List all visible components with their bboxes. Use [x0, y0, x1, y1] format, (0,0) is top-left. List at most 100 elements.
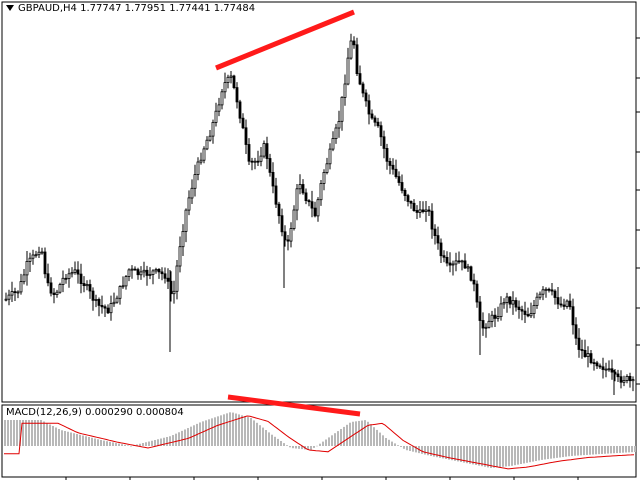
- macd-bar: [118, 443, 120, 446]
- candle-body: [46, 273, 50, 284]
- macd-bar: [427, 446, 429, 456]
- candle-body: [349, 40, 353, 59]
- candle-body: [175, 265, 179, 292]
- macd-bar: [184, 429, 186, 446]
- price-pane-frame: [1, 1, 637, 403]
- candle-body: [28, 257, 32, 262]
- macd-bar: [442, 446, 444, 459]
- candle-body: [358, 73, 362, 85]
- macd-bar: [538, 446, 540, 461]
- candle-body: [337, 121, 341, 129]
- candle-body: [580, 349, 584, 351]
- macd-bar: [382, 435, 384, 446]
- macd-bar: [319, 443, 321, 446]
- candle-body: [127, 269, 131, 277]
- candle-body: [544, 288, 548, 291]
- candle-body: [595, 362, 599, 367]
- candle-body: [394, 168, 398, 178]
- candle-body: [55, 291, 59, 296]
- macd-bar: [397, 445, 399, 446]
- candle-body: [532, 304, 536, 314]
- macd-bar: [286, 445, 288, 446]
- macd-bar: [400, 446, 402, 447]
- candle-body: [319, 183, 323, 201]
- candle-body: [379, 125, 383, 138]
- candle-body: [463, 260, 467, 269]
- candle-body: [85, 284, 89, 287]
- macd-bar: [469, 446, 471, 464]
- macd-bar: [22, 420, 24, 446]
- macd-bar: [238, 414, 240, 446]
- candle-body: [451, 263, 455, 266]
- candle-body: [184, 209, 188, 232]
- macd-bar: [139, 443, 141, 446]
- candle-body: [313, 207, 317, 217]
- candle-body: [343, 83, 347, 98]
- indicator-value-main: 0.000290: [85, 407, 133, 418]
- candle-body: [490, 314, 494, 322]
- macd-bar: [364, 420, 366, 446]
- candle-body: [235, 87, 239, 103]
- macd-bar: [370, 424, 372, 446]
- macd-bar: [112, 442, 114, 446]
- candle-body: [493, 314, 497, 319]
- candle-body: [256, 160, 260, 163]
- macd-bar: [595, 446, 597, 455]
- macd-bar: [67, 431, 69, 446]
- macd-bar: [547, 446, 549, 460]
- macd-bar: [292, 446, 294, 449]
- macd-bar: [232, 412, 234, 446]
- candle-body: [517, 306, 521, 311]
- candle-body: [616, 373, 620, 378]
- candle-body: [139, 271, 143, 276]
- macd-bar: [541, 446, 543, 460]
- macd-bar: [100, 440, 102, 446]
- candle-body: [565, 300, 569, 307]
- candle-body: [508, 296, 512, 305]
- indicator-header: MACD(12,26,9) 0.000290 0.000804: [6, 407, 184, 418]
- macd-bar: [517, 446, 519, 465]
- candle-body: [541, 289, 545, 295]
- macd-bar: [13, 420, 15, 446]
- candle-body: [280, 215, 284, 233]
- close-value: 1.77484: [213, 3, 256, 14]
- macd-bar: [628, 446, 630, 453]
- candle-body: [499, 303, 503, 317]
- candle-body: [559, 303, 563, 306]
- candle-body: [151, 270, 155, 275]
- candle-body: [502, 302, 506, 305]
- candle-body: [403, 189, 407, 196]
- macd-bar: [202, 421, 204, 446]
- macd-bar: [481, 446, 483, 467]
- candle-body: [481, 320, 485, 329]
- candle-body: [286, 239, 290, 242]
- candle-body: [622, 379, 626, 383]
- macd-bar: [244, 416, 246, 446]
- candle-body: [475, 283, 479, 303]
- macd-bar: [241, 415, 243, 446]
- candle-body: [361, 83, 365, 94]
- macd-trendline[interactable]: [227, 394, 361, 417]
- macd-bar: [46, 423, 48, 446]
- candle-body: [376, 121, 380, 127]
- macd-bar: [28, 420, 30, 446]
- macd-bar: [124, 444, 126, 446]
- macd-bar: [64, 431, 66, 446]
- candle-body: [259, 155, 263, 162]
- candle-body: [484, 326, 488, 329]
- candle-body: [250, 160, 254, 163]
- candle-body: [106, 307, 110, 314]
- macd-bar: [256, 422, 258, 446]
- candle-body: [7, 294, 11, 300]
- macd-bar: [271, 434, 273, 446]
- candle-body: [604, 368, 608, 371]
- candle-body: [16, 291, 20, 294]
- price-trendline[interactable]: [215, 9, 355, 71]
- macd-bar: [259, 425, 261, 446]
- dropdown-triangle-icon[interactable]: [6, 5, 14, 11]
- macd-bar: [571, 446, 573, 456]
- macd-bar: [412, 446, 414, 452]
- candle-body: [577, 337, 581, 350]
